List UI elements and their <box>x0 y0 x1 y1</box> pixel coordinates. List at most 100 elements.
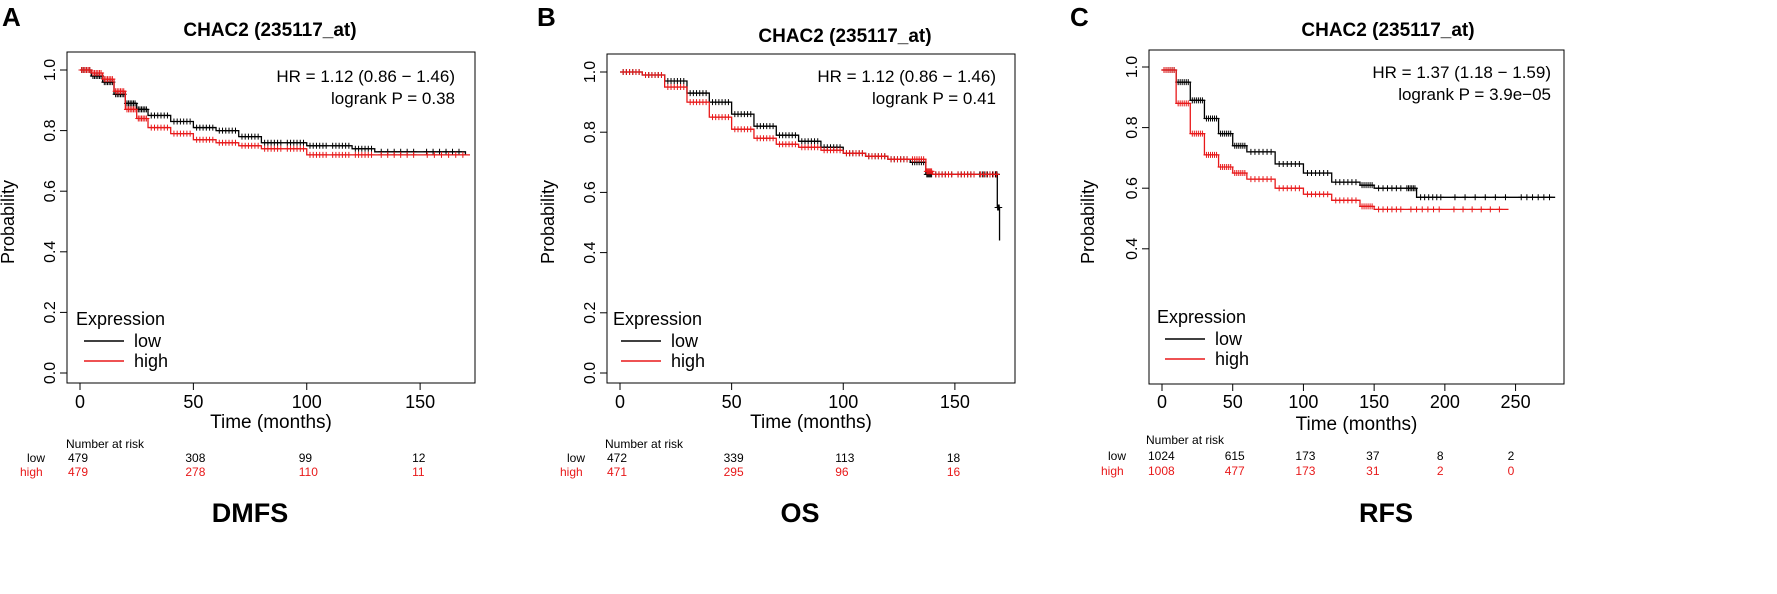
censor-mark-low <box>814 138 821 145</box>
censor-mark-low <box>996 204 1003 211</box>
censor-mark-high <box>410 151 417 158</box>
censor-mark-low <box>1546 194 1553 201</box>
censor-mark-high <box>1430 206 1437 213</box>
y-tick-label: 0.2 <box>42 301 59 323</box>
y-tick-label: 0.0 <box>582 362 599 384</box>
x-axis-label: Time (months) <box>750 412 872 433</box>
y-tick-label: 1.0 <box>42 59 59 81</box>
censor-mark-high <box>1478 206 1485 213</box>
censor-mark-low <box>277 139 284 146</box>
hr-label: HR = 1.37 (1.18 − 1.59) <box>1372 63 1551 82</box>
legend-entry-high: high <box>134 351 168 371</box>
y-axis-label: Probability <box>0 180 18 264</box>
legend-entry-high: high <box>671 351 705 371</box>
chart-title: CHAC2 (235117_at) <box>758 26 932 47</box>
y-tick-label: 0.6 <box>1124 177 1141 199</box>
risk-low-label: low <box>27 451 46 465</box>
censor-mark-high <box>1268 176 1275 183</box>
panel-c: C CHAC2 (235117_at) 0.4 0.6 0.8 1.0 Probabil… <box>1068 0 1777 594</box>
x-tick-label: 50 <box>722 392 742 412</box>
y-tick-label: 0.8 <box>1124 116 1141 138</box>
y-axis-label: Probability <box>1078 180 1098 264</box>
censor-mark-low <box>1451 194 1458 201</box>
censor-mark-low <box>1518 194 1525 201</box>
risk-low-value: 615 <box>1224 449 1245 463</box>
censor-mark-low <box>1397 185 1404 192</box>
censor-mark-low <box>1241 142 1248 149</box>
risk-table-header: Number at risk <box>605 437 684 451</box>
censor-mark-high <box>747 126 754 133</box>
censor-mark-high <box>1296 185 1303 192</box>
censor-mark-high <box>431 151 438 158</box>
censor-mark-high <box>636 69 643 75</box>
risk-low-value: 18 <box>946 451 961 465</box>
censor-mark-low <box>1482 194 1489 201</box>
censor-mark-high <box>1199 130 1206 137</box>
censor-mark-high <box>725 114 732 121</box>
risk-low-value: 479 <box>68 451 89 465</box>
risk-high-value: 278 <box>185 465 206 479</box>
risk-low-value: 99 <box>298 451 313 465</box>
censor-mark-high <box>438 151 445 158</box>
censor-mark-high <box>1436 206 1443 213</box>
censor-mark-low <box>443 148 450 155</box>
censor-mark-high <box>971 171 978 178</box>
censor-mark-low <box>430 148 437 155</box>
legend-title: Expression <box>1157 307 1246 327</box>
x-tick-label: 100 <box>828 392 858 412</box>
x-tick-label: 200 <box>1430 392 1460 412</box>
plot-frame <box>66 51 476 384</box>
censor-mark-high <box>770 135 777 142</box>
plot-frame <box>606 53 1016 384</box>
censor-mark-high <box>859 150 866 157</box>
censor-mark-low <box>232 127 239 134</box>
censor-mark-low <box>747 111 754 118</box>
censor-mark-high <box>703 99 710 106</box>
risk-high-value: 471 <box>607 465 628 479</box>
chart-title: CHAC2 (235117_at) <box>1301 20 1475 41</box>
censor-mark-low <box>1462 194 1469 201</box>
hr-label: HR = 1.12 (0.86 − 1.46) <box>817 67 996 86</box>
censor-mark-high <box>1496 206 1503 213</box>
y-tick-label: 0.8 <box>42 119 59 141</box>
censor-mark-high <box>1419 206 1426 213</box>
censor-mark-high <box>1352 197 1359 204</box>
risk-high-value: 96 <box>835 465 849 479</box>
censor-mark-low <box>1535 194 1542 201</box>
censor-mark-high <box>1241 170 1248 177</box>
km-chart: 0.0 0.2 0.4 0.6 0.8 1.0 Probability 0 50 100 150 Ti… <box>0 51 476 433</box>
censor-mark-high <box>837 147 844 154</box>
endpoint-label: DMFS <box>211 498 289 528</box>
censor-mark-low <box>703 90 710 97</box>
logrank-label: logrank P = 0.38 <box>331 89 455 108</box>
censor-mark-low <box>1213 115 1220 122</box>
censor-mark-high <box>993 171 1000 178</box>
risk-high-value: 295 <box>723 465 744 479</box>
censor-mark-high <box>445 151 452 158</box>
censor-mark-low <box>255 133 262 140</box>
censor-mark-low <box>1529 194 1536 201</box>
y-tick-label: 0.8 <box>582 121 599 143</box>
censor-mark-high <box>1460 206 1467 213</box>
censor-mark-high <box>209 136 216 143</box>
censor-mark-low <box>1352 179 1359 186</box>
censor-mark-low <box>1369 182 1376 189</box>
risk-table-header: Number at risk <box>66 437 145 451</box>
censor-mark-low <box>368 145 375 152</box>
censor-mark-high <box>277 145 284 152</box>
censor-mark-high <box>300 145 307 152</box>
legend-entry-high: high <box>1215 349 1249 369</box>
y-tick-label: 0.4 <box>1124 238 1141 260</box>
censor-mark-low <box>1324 170 1331 177</box>
panel-label: C <box>1070 2 1089 32</box>
censor-mark-high <box>378 151 385 158</box>
y-tick-label: 1.0 <box>1124 56 1141 78</box>
censor-mark-high <box>1424 206 1431 213</box>
censor-mark-high <box>1185 100 1192 107</box>
censor-mark-low <box>1437 194 1444 201</box>
censor-mark-high <box>1227 163 1234 170</box>
risk-high-value: 16 <box>946 465 961 479</box>
y-tick-label: 0.6 <box>582 181 599 203</box>
risk-table-header: Number at risk <box>1146 433 1225 447</box>
risk-high-value: 479 <box>68 465 89 479</box>
